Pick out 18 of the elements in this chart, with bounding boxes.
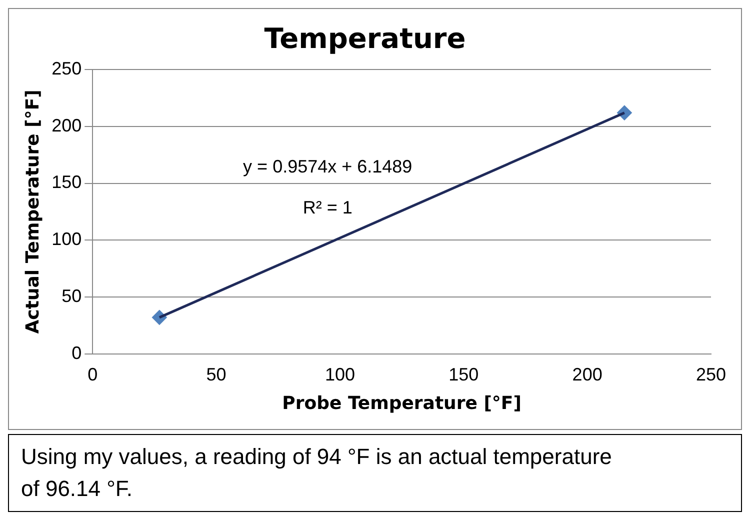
x-tick-label: 0 xyxy=(88,364,98,385)
y-tick-label: 0 xyxy=(72,342,82,363)
x-axis-title: Probe Temperature [°F] xyxy=(282,392,522,414)
y-tick-label: 100 xyxy=(52,229,82,250)
x-tick-label: 200 xyxy=(572,364,602,385)
y-axis-title: Actual Temperature [°F] xyxy=(22,90,44,334)
chart-title: Temperature xyxy=(264,22,466,56)
x-tick-label: 50 xyxy=(206,364,226,385)
annotation: y = 0.9574x + 6.1489 xyxy=(243,156,412,176)
x-tick-label: 250 xyxy=(696,364,726,385)
x-tick-label: 150 xyxy=(448,364,479,385)
y-tick-label: 150 xyxy=(52,172,82,192)
x-tick-label: 100 xyxy=(324,364,356,385)
y-tick-label: 200 xyxy=(52,115,82,136)
text: Using my values, a reading of 94 °F is an actual temperature of 96.14 °F. xyxy=(8,434,742,512)
y-tick-label: 250 xyxy=(52,58,82,79)
y-tick-label: 50 xyxy=(62,286,82,306)
annotation: R² = 1 xyxy=(302,197,352,218)
